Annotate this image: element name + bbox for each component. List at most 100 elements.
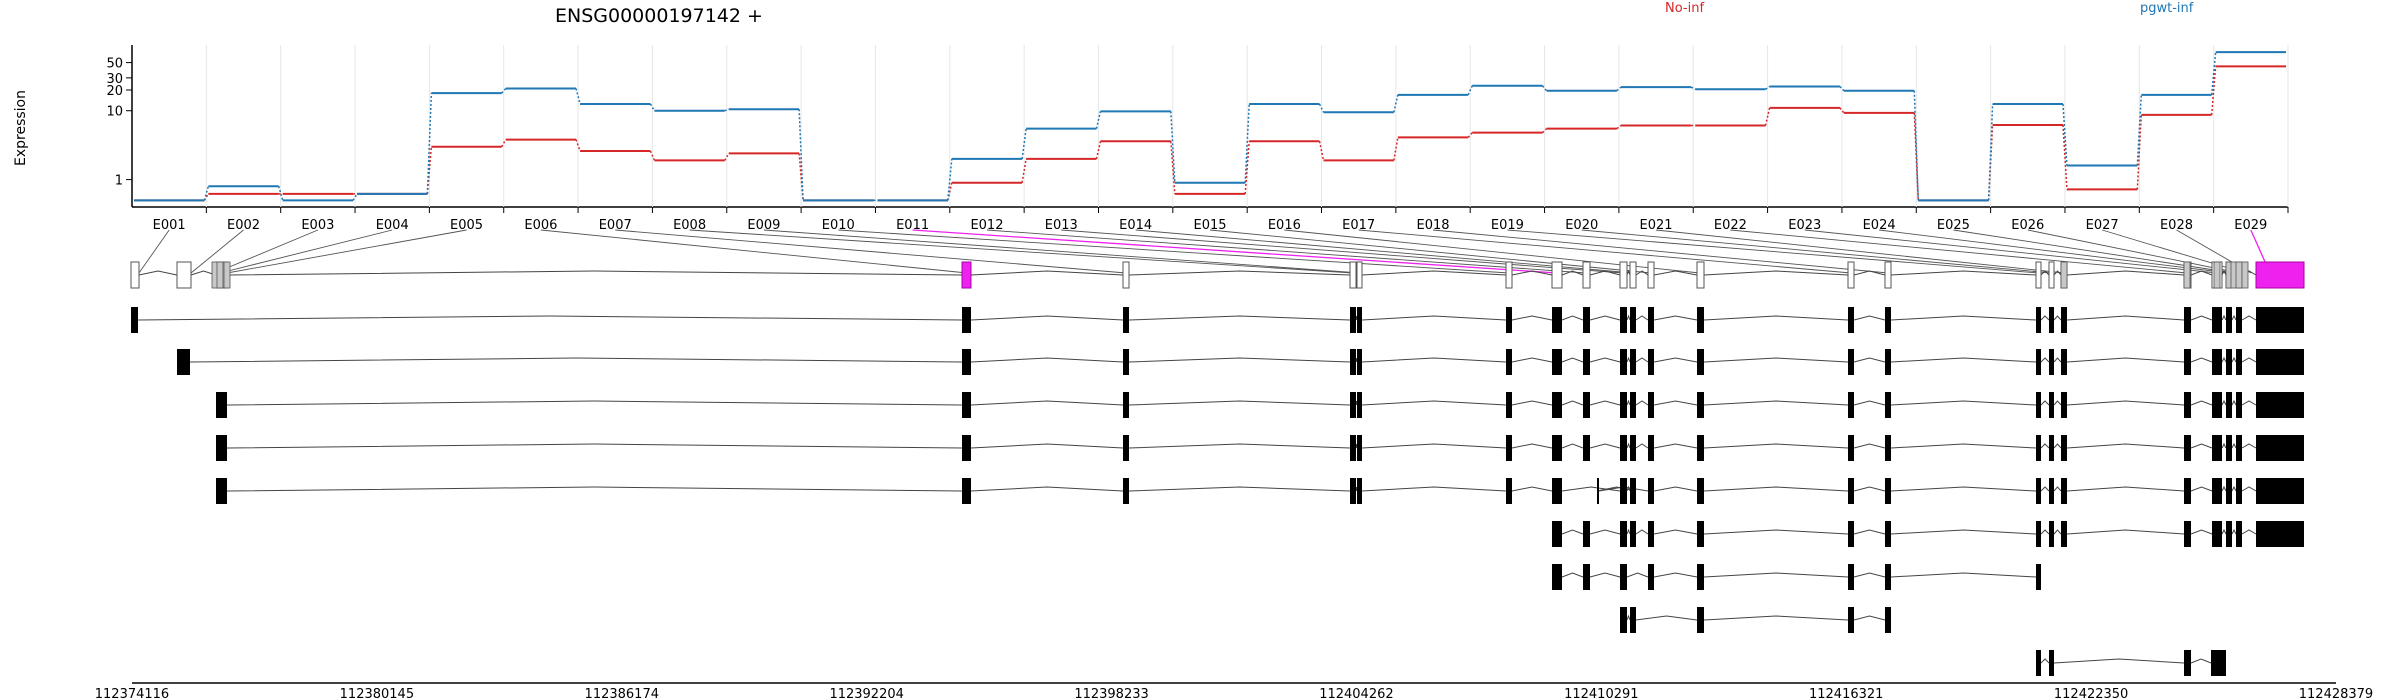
transcript-exon <box>1552 564 1562 590</box>
transcript-exon <box>1506 349 1512 375</box>
transcript-exon <box>1648 392 1654 418</box>
intron <box>1853 529 1886 535</box>
data-connector <box>1542 128 1548 134</box>
transcript-exon <box>1697 435 1704 461</box>
x-tick-label: E023 <box>1788 218 1821 233</box>
intron <box>1561 315 1584 321</box>
series-layer <box>134 51 2286 202</box>
data-connector <box>1170 141 1176 194</box>
transcript-exon <box>1583 392 1590 418</box>
genomic-tick-label: 112380145 <box>340 687 414 700</box>
intron <box>2190 315 2213 321</box>
data-connector <box>575 88 581 105</box>
exon-connector <box>986 229 1587 274</box>
intron <box>2066 400 2185 406</box>
transcript-exon <box>1848 349 1854 375</box>
intron <box>226 443 963 449</box>
intron <box>1853 315 1886 321</box>
intron <box>2190 357 2213 363</box>
transcript-exon <box>1648 307 1654 333</box>
data-connector <box>798 109 804 201</box>
exon-connector <box>763 229 1361 274</box>
data-connector <box>277 186 284 201</box>
transcript-exon <box>1885 435 1891 461</box>
collapsed-exon <box>130 261 140 289</box>
x-tick-label: E002 <box>227 218 260 233</box>
x-tick-label: E016 <box>1268 218 1301 233</box>
x-tick-label: E022 <box>1714 218 1747 233</box>
intron <box>1653 315 1698 321</box>
genomic-tick-label: 112410291 <box>1564 687 1638 700</box>
data-connector <box>1541 85 1548 92</box>
data-connector <box>649 103 656 112</box>
exon-connector <box>1656 229 2065 274</box>
intron <box>970 486 1124 492</box>
transcript-exon <box>2211 650 2226 676</box>
collapsed-exon <box>1847 261 1855 289</box>
genomic-tick-label: 112428379 <box>2299 687 2373 700</box>
intron <box>1589 400 1621 406</box>
intron <box>1561 270 1584 276</box>
genomic-tick-label: 112386174 <box>585 687 659 700</box>
x-tick-label: E021 <box>1640 218 1673 233</box>
intron <box>1511 486 1553 492</box>
transcript-exon <box>1123 392 1129 418</box>
intron <box>2190 400 2213 406</box>
transcript-t7 <box>1552 564 2041 590</box>
transcript-exon <box>1506 307 1512 333</box>
gene-model <box>130 261 2305 289</box>
intron <box>1361 315 1507 321</box>
transcript-exon <box>1357 307 1362 333</box>
transcript-exon <box>1350 307 1356 333</box>
intron <box>2221 356 2227 363</box>
transcript-exon <box>1630 435 1636 461</box>
data-connector <box>1095 141 1102 160</box>
x-tick-label: E026 <box>2011 218 2044 233</box>
transcript-exon <box>177 349 190 375</box>
intron <box>2231 399 2237 406</box>
intron <box>1635 443 1649 449</box>
transcript-exon <box>1630 521 1636 547</box>
data-connector <box>1318 103 1325 113</box>
transcript-exon <box>2184 349 2191 375</box>
intron <box>970 400 1124 406</box>
transcript-exon <box>2049 478 2054 504</box>
transcript-exon <box>1885 392 1891 418</box>
intron <box>1703 615 1849 621</box>
transcript-exon <box>1357 478 1362 504</box>
data-connector <box>1764 107 1771 126</box>
transcript-exon <box>1697 392 1704 418</box>
intron <box>1635 315 1649 321</box>
intron <box>1561 572 1584 578</box>
transcript-exon <box>1697 349 1704 375</box>
intron <box>2241 357 2257 363</box>
collapsed-exon <box>1884 261 1892 289</box>
collapsed-exon <box>1582 261 1591 289</box>
intron <box>2040 658 2050 664</box>
intron <box>970 315 1124 321</box>
transcript-exon <box>2226 521 2232 547</box>
data-connector <box>1244 104 1250 183</box>
intron <box>1128 270 1351 276</box>
data-connector <box>501 139 507 148</box>
transcript-exon <box>131 307 138 333</box>
intron <box>1635 529 1649 535</box>
intron <box>1561 529 1584 535</box>
intron <box>1635 615 1698 621</box>
transcript-exon <box>1697 307 1704 333</box>
collapsed-exon <box>1619 261 1628 289</box>
intron <box>2231 528 2237 535</box>
x-tick-label: E006 <box>524 218 557 233</box>
grid-layer <box>205 45 2289 207</box>
y-tick-label: 1 <box>115 174 123 189</box>
transcript-exon <box>2049 307 2054 333</box>
transcript-exon <box>1697 478 1704 504</box>
transcript-exon <box>1620 564 1627 590</box>
intron <box>1355 443 1358 449</box>
intron <box>2221 399 2227 406</box>
transcript-exon <box>2184 307 2191 333</box>
transcript-exon <box>2212 478 2222 504</box>
transcript-exon <box>1697 564 1704 590</box>
